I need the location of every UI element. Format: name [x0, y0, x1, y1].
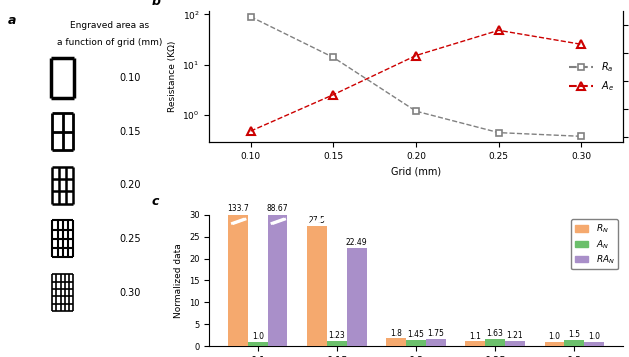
- X-axis label: Grid (mm): Grid (mm): [391, 167, 441, 177]
- Bar: [465, 341, 485, 346]
- Bar: [406, 340, 426, 346]
- Text: 22.49: 22.49: [346, 238, 367, 247]
- Text: 1.0: 1.0: [548, 332, 560, 341]
- Text: 1.23: 1.23: [328, 331, 345, 340]
- Text: a function of grid (mm): a function of grid (mm): [57, 37, 162, 46]
- Text: 0.20: 0.20: [119, 180, 140, 190]
- Bar: [327, 341, 347, 346]
- Text: 0.25: 0.25: [119, 234, 141, 244]
- Bar: [228, 0, 248, 346]
- Text: 88.67: 88.67: [267, 204, 288, 213]
- Text: Engraved area as: Engraved area as: [70, 21, 149, 30]
- Bar: [485, 339, 505, 346]
- Text: c: c: [152, 195, 159, 208]
- Bar: [347, 248, 367, 346]
- Text: 1.5: 1.5: [568, 330, 580, 339]
- Y-axis label: Resistance (KΩ): Resistance (KΩ): [168, 41, 177, 112]
- Legend: $R_N$, $A_N$, $RA_N$: $R_N$, $A_N$, $RA_N$: [571, 219, 618, 269]
- Text: 1.75: 1.75: [427, 329, 444, 338]
- Bar: [505, 341, 525, 346]
- Bar: [267, 0, 287, 346]
- Text: 1.8: 1.8: [390, 328, 402, 337]
- Text: a: a: [8, 14, 16, 27]
- Bar: [545, 342, 564, 346]
- Text: b: b: [152, 0, 160, 8]
- Text: 0.15: 0.15: [119, 126, 140, 136]
- Bar: [248, 342, 267, 346]
- Text: 133.7: 133.7: [227, 204, 249, 213]
- Text: 1.45: 1.45: [408, 330, 425, 339]
- Text: 0.30: 0.30: [119, 288, 140, 298]
- Bar: [426, 338, 446, 346]
- Text: 0.10: 0.10: [119, 73, 140, 83]
- Text: 1.63: 1.63: [487, 329, 504, 338]
- Text: 1.0: 1.0: [252, 332, 264, 341]
- Text: 1.21: 1.21: [506, 331, 523, 340]
- Bar: [584, 342, 604, 346]
- Bar: [564, 340, 584, 346]
- Legend: $R_a$, $A_e$: $R_a$, $A_e$: [565, 56, 618, 97]
- Text: 27.5: 27.5: [309, 216, 326, 225]
- Bar: [307, 226, 327, 346]
- Text: 1.1: 1.1: [469, 332, 481, 341]
- Bar: [386, 338, 406, 346]
- Text: 1.0: 1.0: [588, 332, 600, 341]
- Y-axis label: Normalized data: Normalized data: [174, 243, 184, 318]
